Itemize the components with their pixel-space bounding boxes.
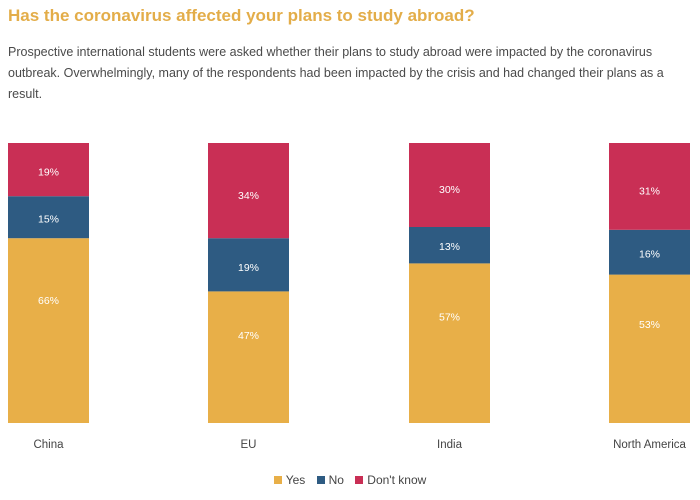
bar-no-india [409,227,490,264]
bar-yes-eu [208,291,289,423]
bar-dont-know-north-america [609,143,690,230]
legend-swatch-dont-know [355,476,364,484]
category-label-china: China [33,439,64,451]
bar-dont-know-eu [208,143,289,239]
bar-no-eu [208,238,289,292]
data-label-yes-north-america: 53% [639,319,660,331]
bar-yes-india [409,263,490,423]
category-label-north-america: North America [613,439,686,451]
chart-description: Prospective international students were … [8,45,664,101]
bar-yes-china [8,238,89,423]
data-label-no-india: 13% [439,241,460,253]
legend-swatch-yes [273,476,282,484]
data-label-dont-know-north-america: 31% [639,185,660,197]
legend-label-dont-know: Don't know [367,473,427,487]
legend-label-no: No [328,473,344,487]
data-label-dont-know-china: 19% [38,167,59,179]
data-label-no-china: 15% [38,214,59,226]
legend-item-yes: Yes [273,473,306,487]
legend-swatch-no [316,476,325,484]
data-label-no-eu: 19% [238,262,259,274]
data-label-dont-know-india: 30% [439,184,460,196]
chart-title: Has the coronavirus affected your plans … [8,6,475,25]
legend-label-yes: Yes [285,473,306,487]
stacked-bar-chart: 66% 15% 19% China 47% 19% 34% EU 57% 13% 30% India 5… [8,143,690,451]
bar-no-china [8,196,89,239]
bar-yes-north-america [609,274,690,423]
bar-dont-know-china [8,143,89,197]
chart-legend: Yes No Don't know [0,473,700,487]
data-label-yes-india: 57% [439,311,460,323]
legend-item-no: No [316,473,344,487]
category-label-india: India [437,439,463,451]
data-label-yes-eu: 47% [238,330,259,342]
bar-no-north-america [609,229,690,275]
data-label-no-north-america: 16% [639,249,660,261]
legend-item-dont-know: Don't know [355,473,426,487]
category-label-eu: EU [241,439,257,451]
data-label-dont-know-eu: 34% [238,190,259,202]
data-label-yes-china: 66% [38,295,59,307]
bar-dont-know-india [409,143,490,227]
